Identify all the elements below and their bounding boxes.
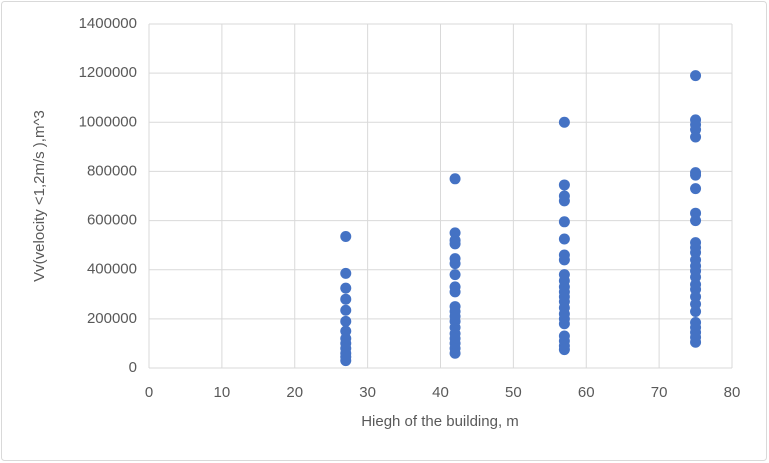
x-tick-label: 40 (432, 384, 449, 401)
x-tick-label: 80 (724, 384, 741, 401)
x-tick-label: 70 (651, 384, 668, 401)
y-tick-label: 800000 (87, 162, 137, 179)
point (340, 293, 352, 305)
point (690, 183, 702, 195)
point (558, 116, 570, 128)
point (558, 254, 570, 266)
point (340, 282, 352, 294)
point (340, 231, 352, 243)
point (690, 336, 702, 348)
x-axis-label: Hiegh of the building, m (361, 413, 519, 430)
y-tick-label: 1400000 (79, 15, 137, 32)
point (340, 315, 352, 327)
point (449, 269, 461, 281)
x-tick-label: 20 (286, 384, 303, 401)
point (340, 267, 352, 279)
point (449, 286, 461, 298)
point (558, 195, 570, 207)
y-tick-label: 0 (129, 359, 137, 376)
point (558, 318, 570, 330)
point (690, 131, 702, 143)
y-tick-label: 200000 (87, 310, 137, 327)
x-tick-label: 60 (578, 384, 595, 401)
point (340, 355, 352, 367)
point (449, 258, 461, 270)
x-tick-label: 0 (145, 384, 153, 401)
point (449, 173, 461, 185)
point (690, 215, 702, 227)
y-tick-label: 1200000 (79, 64, 137, 81)
point (690, 70, 702, 82)
y-axis-label: Vv(velocity <1,2m/s ),m^3 (31, 110, 48, 282)
point (340, 304, 352, 316)
y-tick-label: 600000 (87, 212, 137, 229)
y-tick-label: 1000000 (79, 113, 137, 130)
x-tick-label: 30 (359, 384, 376, 401)
point (558, 179, 570, 191)
point (449, 238, 461, 250)
x-tick-label: 10 (214, 384, 231, 401)
point (690, 305, 702, 317)
point (558, 344, 570, 356)
point (449, 347, 461, 359)
x-tick-label: 50 (505, 384, 522, 401)
point (558, 233, 570, 245)
point (558, 216, 570, 228)
y-tick-label: 400000 (87, 261, 137, 278)
point (690, 169, 702, 181)
